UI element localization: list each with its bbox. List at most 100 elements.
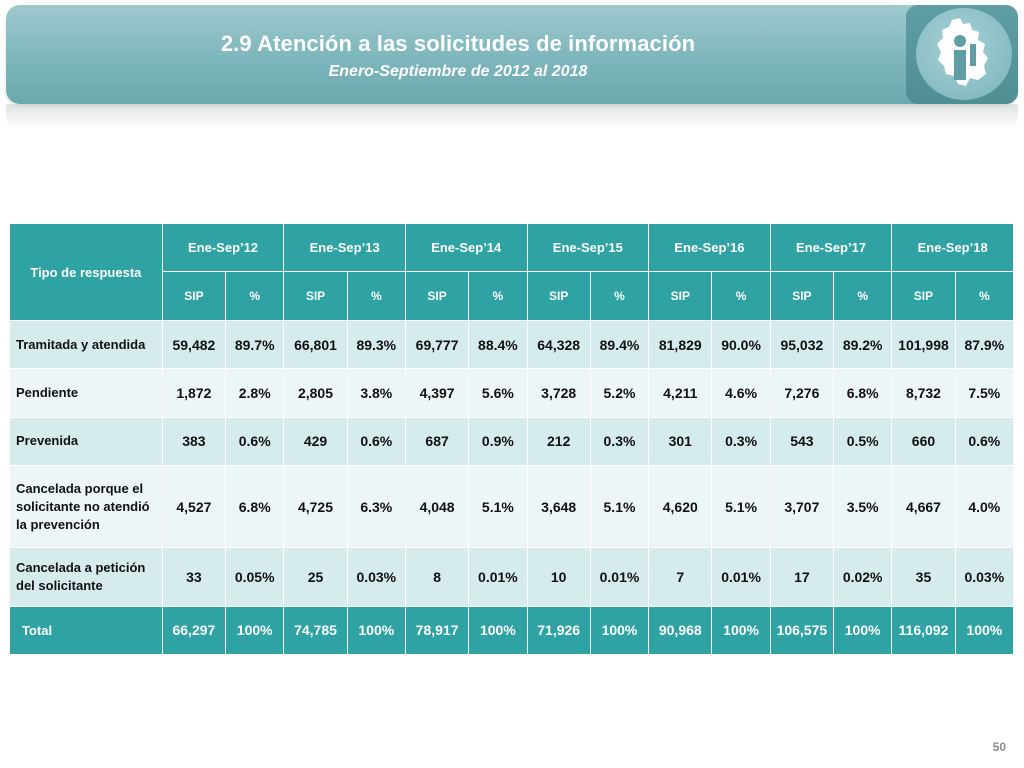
total-sip: 66,297 (161, 605, 227, 656)
cell-percent: 0.01% (589, 547, 650, 607)
cell-sip: 4,667 (891, 464, 956, 549)
cell-sip: 1,872 (161, 368, 227, 418)
cell-percent: 88.4% (468, 319, 528, 370)
total-percent: 100% (711, 605, 771, 656)
cell-percent: 3.8% (346, 368, 406, 418)
cell-percent: 0.02% (833, 547, 893, 607)
cell-sip: 660 (891, 416, 956, 466)
cell-sip: 301 (648, 416, 713, 466)
subheader-sip: SIP (526, 271, 591, 321)
cell-percent: 0.6% (225, 416, 285, 466)
cell-sip: 81,829 (648, 319, 713, 370)
title-banner (6, 5, 1018, 104)
cell-percent: 5.2% (589, 368, 650, 418)
cell-percent: 5.1% (711, 464, 771, 549)
cell-sip: 7,276 (769, 368, 835, 418)
total-sip: 106,575 (769, 605, 835, 656)
total-row: Total 66,297 100% 74,785 100% 78,917 100% 71,92… (9, 605, 1015, 656)
cell-percent: 0.03% (954, 547, 1015, 607)
cell-sip: 212 (526, 416, 591, 466)
slide-title: 2.9 Atención a las solicitudes de inform… (220, 31, 696, 56)
cell-percent: 5.6% (468, 368, 528, 418)
cell-percent: 6.3% (346, 464, 406, 549)
header-period: Ene-Sep’16 (648, 223, 771, 272)
cell-percent: 89.7% (225, 319, 285, 370)
total-sip: 116,092 (891, 605, 956, 656)
requests-table: Tipo de respuesta Ene-Sep’12 Ene-Sep’13 … (9, 223, 1015, 656)
total-sip: 74,785 (283, 605, 348, 656)
cell-percent: 0.3% (711, 416, 771, 466)
cell-sip: 33 (161, 547, 227, 607)
cell-sip: 543 (769, 416, 835, 466)
cell-percent: 0.01% (711, 547, 771, 607)
subheader-sip: SIP (404, 271, 470, 321)
cell-sip: 64,328 (526, 319, 591, 370)
cell-sip: 3,728 (526, 368, 591, 418)
total-percent: 100% (833, 605, 893, 656)
cell-percent: 0.5% (833, 416, 893, 466)
header-tipo-respuesta: Tipo de respuesta (9, 223, 163, 321)
cell-percent: 0.9% (468, 416, 528, 466)
cell-percent: 87.9% (954, 319, 1015, 370)
subheader-sip: SIP (769, 271, 835, 321)
header-period: Ene-Sep’13 (283, 223, 406, 272)
cell-percent: 0.6% (954, 416, 1015, 466)
slide-subtitle: Enero-Septiembre de 2012 al 2018 (328, 63, 588, 80)
cell-percent: 6.8% (225, 464, 285, 549)
cell-percent: 7.5% (954, 368, 1015, 418)
subheader-percent: % (468, 271, 528, 321)
cell-percent: 89.4% (589, 319, 650, 370)
total-sip: 90,968 (648, 605, 713, 656)
cell-percent: 89.2% (833, 319, 893, 370)
row-label: Prevenida (9, 416, 163, 466)
cell-percent: 2.8% (225, 368, 285, 418)
subheader-sip: SIP (161, 271, 227, 321)
page-number: 50 (992, 740, 1006, 754)
total-percent: 100% (589, 605, 650, 656)
cell-percent: 89.3% (346, 319, 406, 370)
cell-percent: 4.6% (711, 368, 771, 418)
header-period: Ene-Sep’12 (161, 223, 285, 272)
total-percent: 100% (225, 605, 285, 656)
row-label: Cancelada a petición del solicitante (9, 547, 163, 607)
cell-sip: 3,648 (526, 464, 591, 549)
subheader-percent: % (346, 271, 406, 321)
cell-sip: 429 (283, 416, 348, 466)
cell-sip: 4,725 (283, 464, 348, 549)
mexico-city-map-info-icon (937, 18, 988, 86)
total-percent: 100% (954, 605, 1015, 656)
cell-sip: 10 (526, 547, 591, 607)
header-period: Ene-Sep’14 (404, 223, 528, 272)
cell-sip: 383 (161, 416, 227, 466)
total-percent: 100% (468, 605, 528, 656)
total-label: Total (9, 605, 163, 656)
cell-percent: 90.0% (711, 319, 771, 370)
cell-percent: 0.01% (468, 547, 528, 607)
subheader-percent: % (833, 271, 893, 321)
cell-sip: 8,732 (891, 368, 956, 418)
cell-percent: 6.8% (833, 368, 893, 418)
banner-shadow (6, 104, 1018, 130)
table-row: Pendiente 1,872 2.8% 2,805 3.8% 4,397 5.6% 3,72… (9, 368, 1015, 418)
subheader-percent: % (954, 271, 1015, 321)
row-label: Tramitada y atendida (9, 319, 163, 370)
cell-sip: 687 (404, 416, 470, 466)
cell-percent: 0.05% (225, 547, 285, 607)
subheader-sip: SIP (891, 271, 956, 321)
total-percent: 100% (346, 605, 406, 656)
cell-percent: 0.3% (589, 416, 650, 466)
cell-sip: 66,801 (283, 319, 348, 370)
total-sip: 78,917 (404, 605, 470, 656)
cell-sip: 7 (648, 547, 713, 607)
cell-percent: 5.1% (468, 464, 528, 549)
subheader-sip: SIP (648, 271, 713, 321)
subheader-sip: SIP (283, 271, 348, 321)
cell-percent: 0.03% (346, 547, 406, 607)
table-row: Cancelada porque el solicitante no atend… (9, 464, 1015, 549)
row-label: Pendiente (9, 368, 163, 418)
cell-sip: 4,397 (404, 368, 470, 418)
cell-percent: 3.5% (833, 464, 893, 549)
table-row: Prevenida 383 0.6% 429 0.6% 687 0.9% 212 0.3% 301… (9, 416, 1015, 466)
cell-sip: 8 (404, 547, 470, 607)
subheader-percent: % (589, 271, 650, 321)
